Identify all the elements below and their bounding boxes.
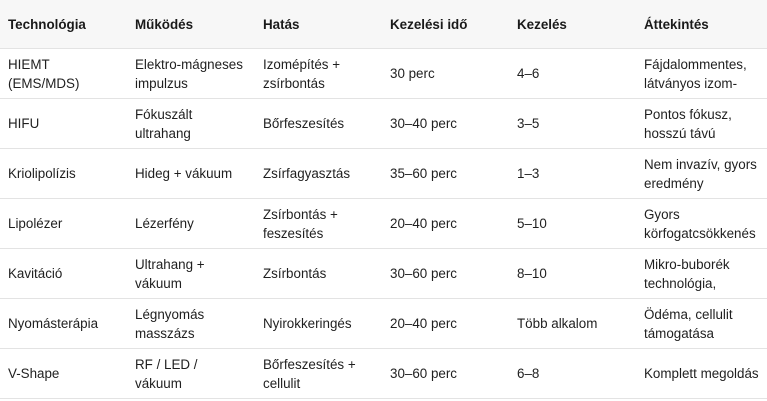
table-row: HIEMT (EMS/MDS) Elektro-mágneses impulzu… xyxy=(0,48,767,99)
cell-technology: HIEMT (EMS/MDS) xyxy=(0,48,127,99)
table-header-row: Technológia Működés Hatás Kezelési idő K… xyxy=(0,0,767,49)
table-row: HIFU Fókuszált ultrahang Bőrfeszesítés 3… xyxy=(0,98,767,149)
cell-technology: Lipolézer xyxy=(0,198,127,249)
cell-overview: Gyors körfogatcsökkenés xyxy=(636,198,767,249)
cell-mechanism: Légnyomás masszázs xyxy=(127,298,255,349)
header-treatment-time: Kezelési idő xyxy=(382,0,509,49)
cell-effect: Nyirokkeringés xyxy=(255,298,382,349)
cell-treatment-time: 30–40 perc xyxy=(382,98,509,149)
cell-technology: V-Shape xyxy=(0,348,127,399)
header-overview: Áttekintés xyxy=(636,0,767,49)
cell-sessions: 8–10 xyxy=(509,248,636,299)
table-row: V-Shape RF / LED / vákuum Bőrfeszesítés … xyxy=(0,348,767,399)
cell-sessions: Több alkalom xyxy=(509,298,636,349)
table-row: Kavitáció Ultrahang + vákuum Zsírbontás … xyxy=(0,248,767,299)
cell-mechanism: Elektro-mágneses impulzus xyxy=(127,48,255,99)
cell-overview: Ödéma, cellulit támogatása xyxy=(636,298,767,349)
cell-sessions: 6–8 xyxy=(509,348,636,399)
cell-sessions: 4–6 xyxy=(509,48,636,99)
cell-effect: Izomépítés + zsírbontás xyxy=(255,48,382,99)
cell-effect: Zsírfagyasztás xyxy=(255,148,382,199)
cell-technology: Kriolipolízis xyxy=(0,148,127,199)
cell-overview: Nem invazív, gyors eredmény xyxy=(636,148,767,199)
cell-effect: Bőrfeszesítés + cellulit xyxy=(255,348,382,399)
header-effect: Hatás xyxy=(255,0,382,49)
cell-treatment-time: 20–40 perc xyxy=(382,298,509,349)
header-technology: Technológia xyxy=(0,0,127,49)
cell-treatment-time: 20–40 perc xyxy=(382,198,509,249)
cell-technology: Kavitáció xyxy=(0,248,127,299)
cell-sessions: 1–3 xyxy=(509,148,636,199)
header-mechanism: Működés xyxy=(127,0,255,49)
cell-technology: Nyomásterápia xyxy=(0,298,127,349)
cell-sessions: 3–5 xyxy=(509,98,636,149)
cell-overview: Fájdalommentes, látványos izom- xyxy=(636,48,767,99)
cell-treatment-time: 35–60 perc xyxy=(382,148,509,199)
cell-mechanism: RF / LED / vákuum xyxy=(127,348,255,399)
cell-treatment-time: 30–60 perc xyxy=(382,348,509,399)
cell-effect: Bőrfeszesítés xyxy=(255,98,382,149)
cell-treatment-time: 30–60 perc xyxy=(382,248,509,299)
cell-overview: Komplett megoldás xyxy=(636,348,767,399)
header-sessions: Kezelés xyxy=(509,0,636,49)
cell-technology: HIFU xyxy=(0,98,127,149)
cell-effect: Zsírbontás xyxy=(255,248,382,299)
table-row: Lipolézer Lézerfény Zsírbontás + feszesí… xyxy=(0,198,767,249)
cell-mechanism: Hideg + vákuum xyxy=(127,148,255,199)
table-row: Kriolipolízis Hideg + vákuum Zsírfagyasz… xyxy=(0,148,767,199)
cell-treatment-time: 30 perc xyxy=(382,48,509,99)
cell-mechanism: Ultrahang + vákuum xyxy=(127,248,255,299)
cell-mechanism: Fókuszált ultrahang xyxy=(127,98,255,149)
cell-overview: Pontos fókusz, hosszú távú xyxy=(636,98,767,149)
cell-effect: Zsírbontás + feszesítés xyxy=(255,198,382,249)
cell-overview: Mikro-buborék technológia, xyxy=(636,248,767,299)
cell-sessions: 5–10 xyxy=(509,198,636,249)
cell-mechanism: Lézerfény xyxy=(127,198,255,249)
table-row: Nyomásterápia Légnyomás masszázs Nyirokk… xyxy=(0,298,767,349)
